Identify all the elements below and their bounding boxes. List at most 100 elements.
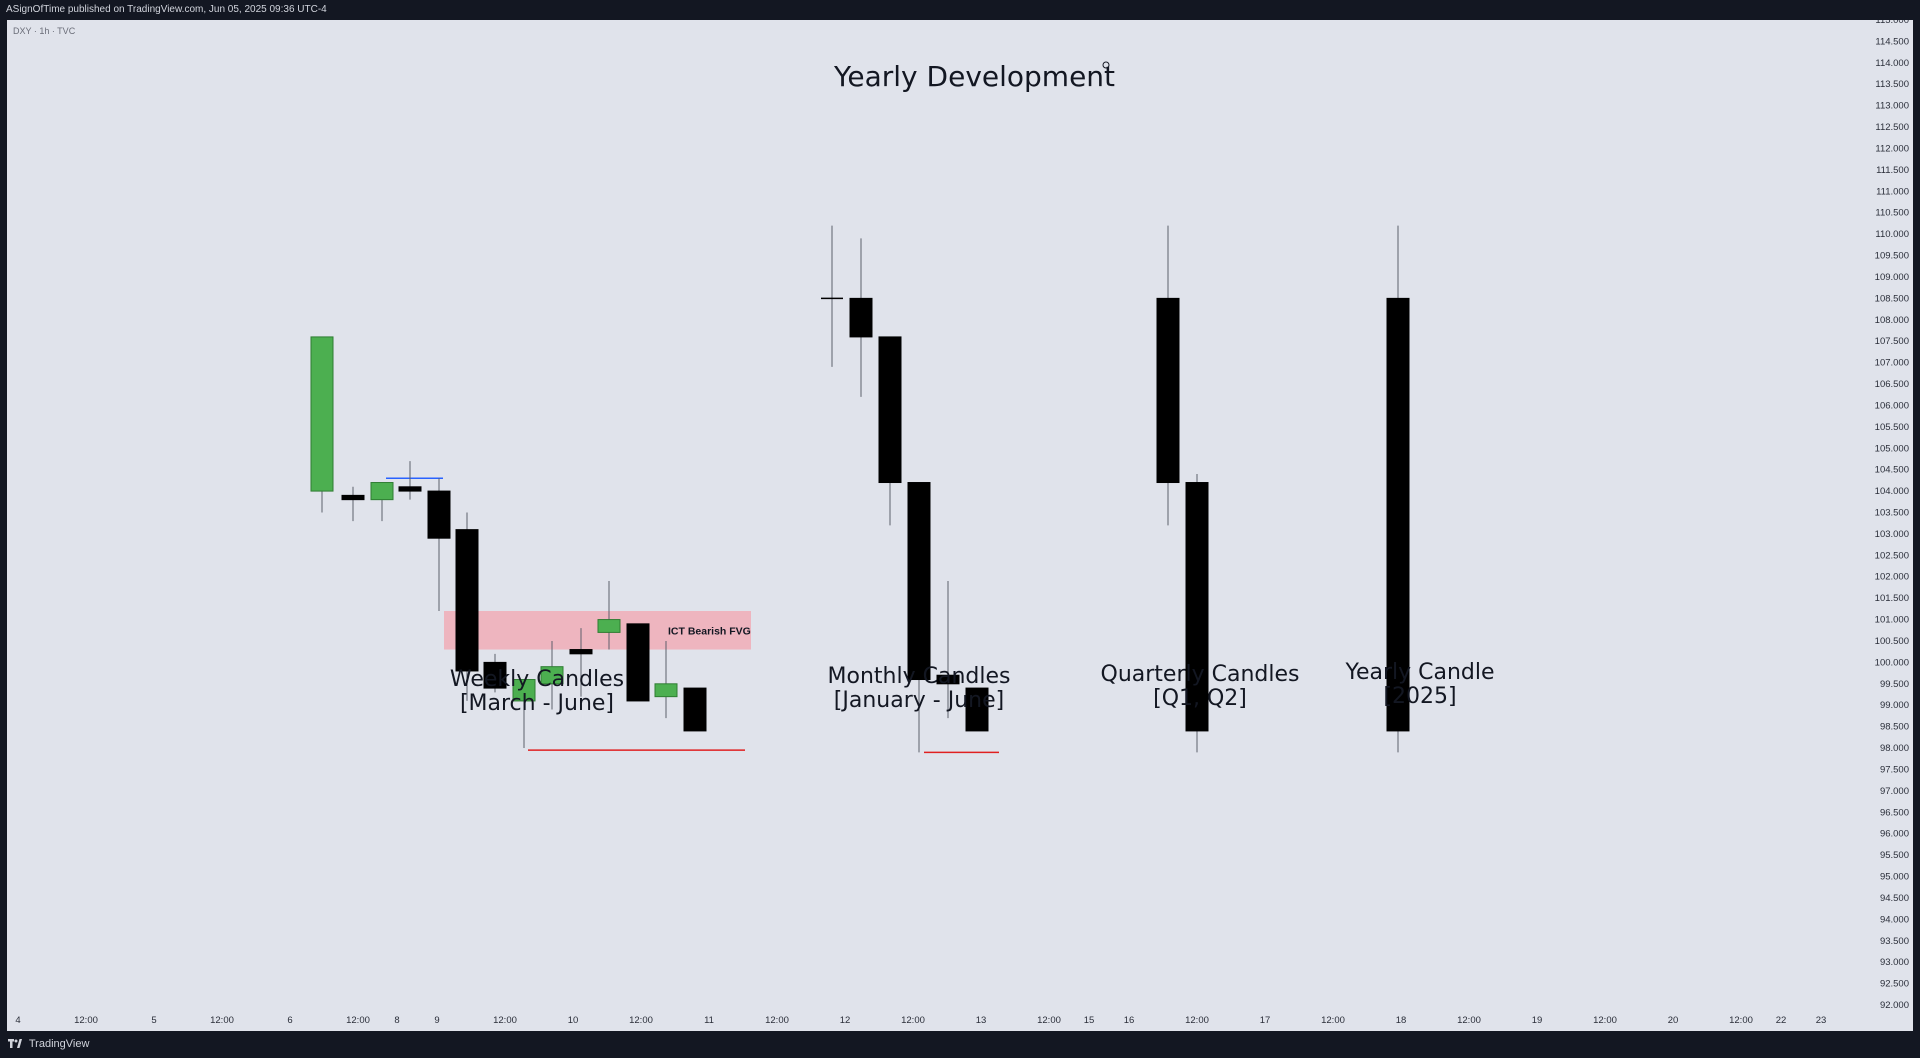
chart-area[interactable]: ICT Bearish FVG Yearly Development Weekly … [7,20,1913,1031]
time-axis-label: 12 [840,1015,851,1026]
time-axis-label: 12:00 [1321,1015,1345,1026]
price-axis-label: 105.500 [1875,422,1909,433]
price-axis-label: 109.500 [1875,251,1909,262]
time-axis-label: 23 [1816,1015,1827,1026]
candle-body [569,649,593,655]
candle [540,640,564,710]
price-axis-label: 112.000 [1875,143,1909,154]
price-chart[interactable]: ICT Bearish FVG Yearly Development Weekly … [7,20,1913,1031]
tradingview-logo-icon [8,1039,22,1048]
price-axis-label: 96.500 [1880,807,1909,818]
price-axis-label: 105.000 [1875,443,1909,454]
candle-body [878,336,902,484]
time-axis-label: 20 [1668,1015,1679,1026]
time-axis-label: 10 [568,1015,579,1026]
price-axis-label: 108.000 [1875,315,1909,326]
time-axis-label: 5 [151,1015,156,1026]
time-axis-label: 12:00 [210,1015,234,1026]
footer-brand: TradingView [28,1038,90,1050]
price-axis-label: 97.500 [1880,764,1909,775]
time-axis-label: 12:00 [346,1015,370,1026]
candle [427,478,451,611]
candle-body [654,683,678,698]
candle-body [965,687,989,732]
publish-bar: ASignOfTime published on TradingView.com… [0,0,1920,20]
price-axis-label: 112.500 [1875,122,1909,133]
candle-body [1185,482,1209,732]
candle [683,687,707,732]
time-axis-label: 6 [287,1015,292,1026]
candle-body [626,623,650,702]
candle [512,679,536,749]
chart-title: Yearly Development [833,60,1115,93]
candle [341,486,365,522]
symbol-label: DXY · 1h · TVC [13,26,76,36]
price-axis-label: 99.500 [1880,679,1909,690]
price-axis-label: 100.000 [1875,657,1909,668]
price-axis-label: 113.000 [1875,101,1909,112]
candle-body [1386,297,1410,732]
candle-body [310,336,334,492]
candle [1386,225,1410,753]
group-label-line2: [2025] [1383,684,1456,709]
time-axis-label: 12:00 [74,1015,98,1026]
group-label-line2: [Q1, Q2] [1153,686,1247,711]
price-axis-label: 111.500 [1876,165,1909,176]
group-label-line1: Monthly Candles [828,664,1011,689]
time-axis-label: 15 [1084,1015,1095,1026]
price-axis-label: 104.000 [1875,486,1909,497]
candle-body [370,482,394,501]
price-axis-label: 101.500 [1875,593,1909,604]
candle [654,640,678,719]
publish-text: ASignOfTime published on TradingView.com… [6,4,327,15]
price-axis-label: 114.000 [1875,58,1909,69]
price-axis-label: 92.000 [1880,1000,1909,1011]
candle-body [683,687,707,732]
time-axis-label: 18 [1396,1015,1407,1026]
price-axis-label: 92.500 [1880,979,1909,990]
price-axis-label: 94.500 [1880,893,1909,904]
time-axis-label: 12:00 [1457,1015,1481,1026]
candle [907,482,931,753]
candle [878,336,902,526]
price-axis-label: 93.000 [1880,957,1909,968]
candle [370,482,394,522]
price-axis-label: 115.000 [1875,20,1909,26]
price-axis-label: 109.000 [1875,272,1909,283]
time-axis-label: 22 [1776,1015,1787,1026]
time-axis-label: 12:00 [629,1015,653,1026]
price-axis-label: 98.000 [1880,743,1909,754]
candle [965,687,989,732]
price-axis-label: 102.500 [1875,550,1909,561]
price-axis-label: 114.500 [1875,36,1909,47]
price-axis-label: 94.000 [1880,914,1909,925]
candle [626,623,650,702]
time-axis-label: 11 [704,1015,714,1026]
time-axis-label: 9 [434,1015,439,1026]
time-axis-label: 16 [1124,1015,1135,1026]
price-axis-label: 98.500 [1880,722,1909,733]
candle [1156,225,1180,526]
candle-body [398,486,422,492]
time-axis-label: 19 [1532,1015,1543,1026]
price-axis-label: 99.000 [1880,700,1909,711]
price-axis-label: 103.000 [1875,529,1909,540]
price-axis-label: 106.000 [1875,400,1909,411]
candle-body [512,679,536,702]
time-axis-label: 12:00 [1729,1015,1753,1026]
time-axis-label: 12:00 [493,1015,517,1026]
candle [821,225,843,367]
fvg-label: ICT Bearish FVG [668,625,751,637]
group-label-line1: Quarterly Candles [1101,662,1300,687]
group-label-line2: [January - June] [834,688,1004,713]
time-axis-label: 12:00 [1185,1015,1209,1026]
candle-body [907,482,931,681]
price-axis-label: 113.500 [1875,79,1909,90]
candle-body [455,529,479,672]
candle [1185,473,1209,753]
time-axis-label: 12:00 [901,1015,925,1026]
price-axis-label: 107.000 [1875,358,1909,369]
price-axis-label: 95.000 [1880,872,1909,883]
time-axis-label: 13 [976,1015,987,1026]
price-axis-label: 110.000 [1875,229,1909,240]
